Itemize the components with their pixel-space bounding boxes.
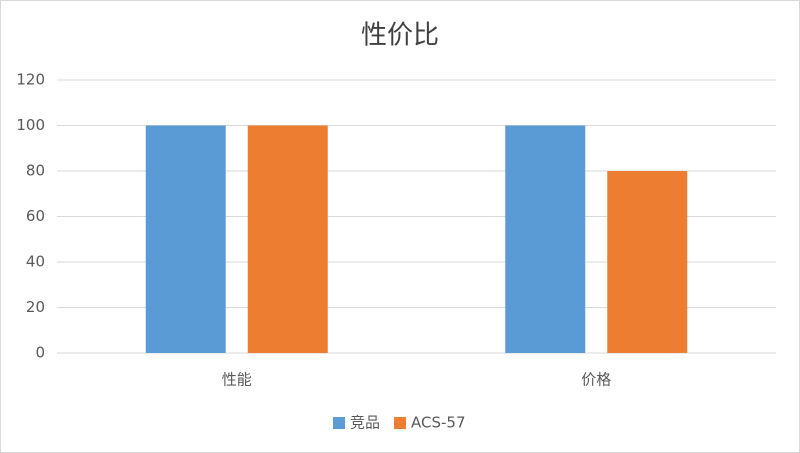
legend-label: ACS-57 bbox=[411, 414, 466, 432]
y-tick-label: 100 bbox=[16, 116, 45, 134]
bar bbox=[145, 125, 226, 353]
y-tick-label: 0 bbox=[35, 344, 45, 362]
bar bbox=[505, 125, 586, 353]
legend-swatch bbox=[333, 417, 345, 429]
bar bbox=[607, 171, 688, 353]
chart-title: 性价比 bbox=[361, 21, 439, 51]
y-tick-label: 60 bbox=[26, 207, 45, 225]
legend-label: 竞品 bbox=[350, 414, 380, 432]
bar bbox=[247, 125, 328, 353]
y-tick-label: 80 bbox=[26, 162, 45, 180]
x-tick-label: 价格 bbox=[581, 371, 611, 389]
x-tick-label: 性能 bbox=[222, 371, 252, 389]
legend-swatch bbox=[394, 417, 407, 429]
y-tick-label: 40 bbox=[26, 253, 45, 271]
y-tick-label: 120 bbox=[16, 71, 45, 89]
y-tick-label: 20 bbox=[26, 298, 45, 316]
